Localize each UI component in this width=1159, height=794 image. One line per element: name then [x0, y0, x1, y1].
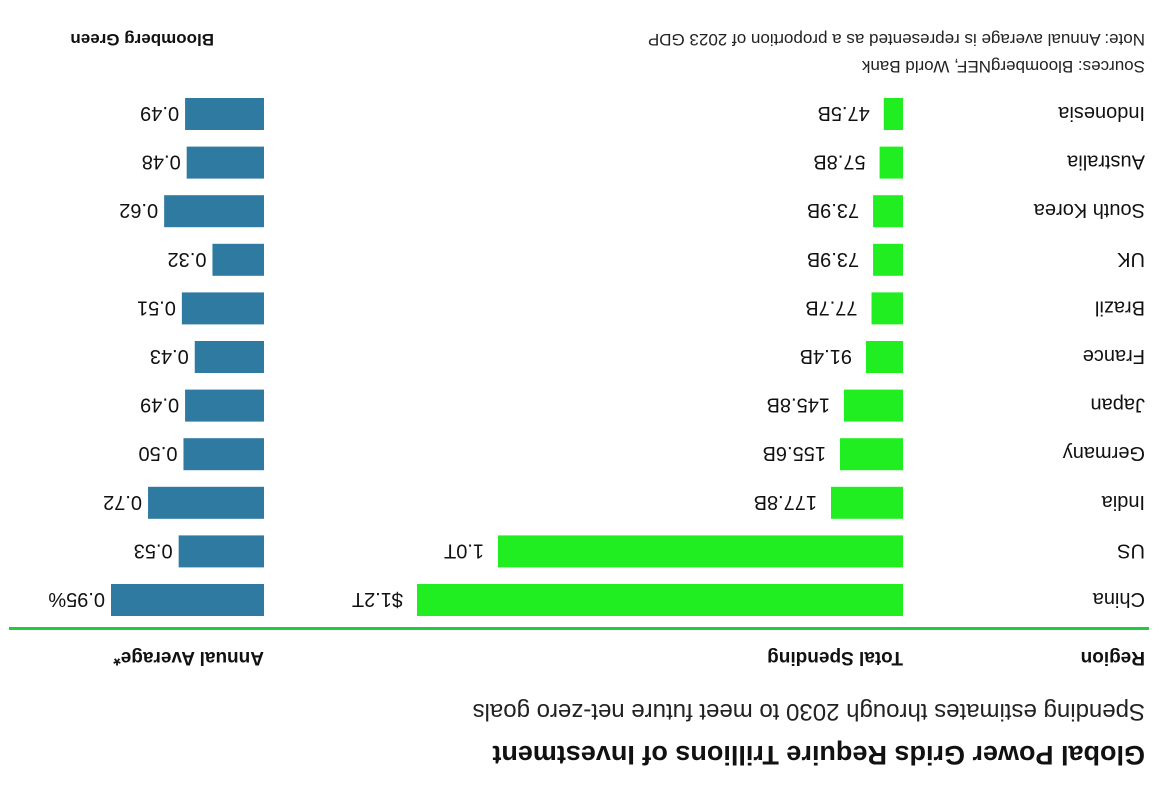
- spending-label-japan: 145.8B: [767, 394, 830, 416]
- average-bar-france: [194, 341, 264, 373]
- average-label-germany: 0.50: [139, 442, 178, 464]
- average-bar-germany: [183, 438, 264, 471]
- chart-subtitle: Spending estimates through 2030 to meet …: [473, 698, 1145, 725]
- country-label-south-korea: South Korea: [1033, 199, 1145, 221]
- country-label-australia: Australia: [1066, 151, 1145, 173]
- average-bar-indonesia: [185, 98, 264, 130]
- average-label-indonesia: 0.49: [140, 102, 179, 124]
- average-label-south-korea: 0.62: [119, 199, 158, 221]
- average-bar-japan: [185, 389, 264, 422]
- gdp-note: Note: Annual average is represented as a…: [648, 30, 1145, 49]
- brand-credit: Bloomberg Green: [70, 30, 214, 49]
- country-label-indonesia: Indonesia: [1057, 102, 1145, 124]
- spending-bar-japan: [843, 389, 903, 422]
- country-label-germany: Germany: [1063, 442, 1145, 464]
- spending-bar-australia: [879, 146, 903, 179]
- spending-label-india: 177.8B: [754, 491, 817, 513]
- average-bar-india: [148, 486, 264, 519]
- spending-bar-france: [865, 341, 903, 373]
- average-bar-south-korea: [164, 195, 264, 228]
- average-bar-australia: [186, 146, 264, 179]
- spending-bar-china: [417, 584, 903, 616]
- spending-label-germany: 155.6B: [763, 442, 826, 464]
- sources-note: Sources: BloombergNEF, World Bank: [861, 57, 1145, 76]
- average-bar-brazil: [181, 292, 264, 325]
- average-label-us: 0.53: [134, 539, 173, 561]
- average-label-japan: 0.49: [140, 394, 179, 416]
- header-annual-average: Annual Average*: [113, 647, 264, 668]
- spending-bar-indonesia: [883, 98, 903, 130]
- header-region: Region: [1081, 647, 1145, 668]
- spending-bar-germany: [839, 438, 903, 471]
- chart-rows: China $1.2T 0.95% US 1.0T 0.53 India 177.8B 0.72…: [48, 98, 1145, 616]
- spending-bar-uk: [873, 243, 903, 276]
- header-total-spending: Total Spending: [767, 647, 903, 668]
- country-label-india: India: [1101, 491, 1145, 513]
- spending-label-china: $1.2T: [352, 588, 403, 610]
- spending-label-us: 1.0T: [444, 539, 484, 561]
- spending-label-australia: 57.8B: [813, 151, 865, 173]
- spending-bar-india: [830, 486, 903, 519]
- average-label-india: 0.72: [103, 491, 142, 513]
- average-bar-us: [178, 535, 264, 568]
- spending-label-uk: 73.9B: [807, 248, 859, 270]
- spending-label-indonesia: 47.5B: [817, 102, 869, 124]
- average-bar-uk: [212, 243, 264, 276]
- country-label-japan: Japan: [1091, 394, 1146, 416]
- header-divider: [9, 627, 1149, 630]
- chart-title: Global Power Grids Require Trillions of …: [492, 740, 1145, 770]
- spending-label-france: 91.4B: [800, 345, 852, 367]
- average-label-australia: 0.48: [142, 151, 181, 173]
- spending-bar-brazil: [871, 292, 903, 325]
- average-label-brazil: 0.51: [137, 296, 176, 318]
- average-label-france: 0.43: [150, 345, 189, 367]
- average-label-uk: 0.32: [168, 248, 207, 270]
- spending-label-brazil: 77.7B: [805, 296, 857, 318]
- average-bar-china: [111, 584, 264, 616]
- country-label-france: France: [1083, 345, 1145, 367]
- country-label-us: US: [1117, 539, 1145, 561]
- country-label-uk: UK: [1117, 248, 1145, 270]
- country-label-china: China: [1092, 588, 1145, 610]
- spending-label-south-korea: 73.9B: [807, 199, 859, 221]
- spending-bar-south-korea: [873, 195, 903, 228]
- spending-bar-us: [498, 535, 903, 568]
- country-label-brazil: Brazil: [1095, 296, 1145, 318]
- average-label-china: 0.95%: [48, 588, 105, 610]
